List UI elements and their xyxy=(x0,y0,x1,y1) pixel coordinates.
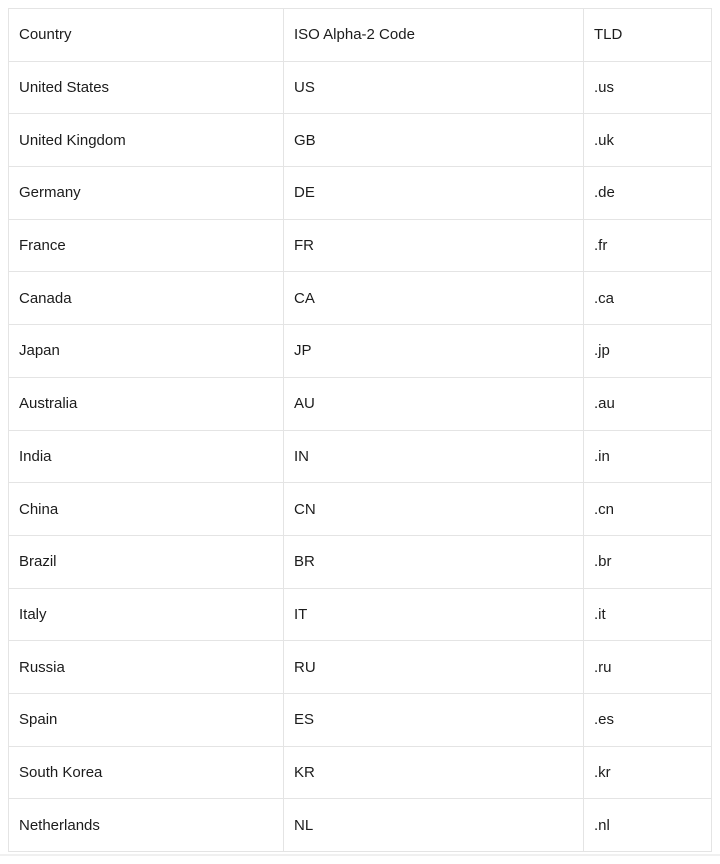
table-row: Russia RU .ru xyxy=(8,640,712,694)
country-codes-table: Country ISO Alpha-2 Code TLD United Stat… xyxy=(8,8,712,852)
cell-country: France xyxy=(8,218,284,273)
table-row: South Korea KR .kr xyxy=(8,745,712,800)
country-codes-table-container: Country ISO Alpha-2 Code TLD United Stat… xyxy=(8,8,712,852)
table-row: India IN .in xyxy=(8,429,712,484)
table-header-row: Country ISO Alpha-2 Code TLD xyxy=(8,8,712,62)
table-row: Netherlands NL .nl xyxy=(8,798,712,852)
cell-iso-code: NL xyxy=(283,798,584,852)
cell-tld: .in xyxy=(583,429,712,484)
table-row: Canada CA .ca xyxy=(8,271,712,326)
cell-tld: .ca xyxy=(583,271,712,326)
cell-country: India xyxy=(8,429,284,484)
cell-country: South Korea xyxy=(8,745,284,800)
cell-tld: .nl xyxy=(583,798,712,852)
cell-tld: .uk xyxy=(583,113,712,168)
table-row: Italy IT .it xyxy=(8,587,712,642)
cell-country: China xyxy=(8,482,284,536)
table-row: France FR .fr xyxy=(8,218,712,273)
cell-tld: .fr xyxy=(583,218,712,273)
cell-country: Russia xyxy=(8,640,284,694)
cell-tld: .de xyxy=(583,166,712,220)
table-row: United States US .us xyxy=(8,60,712,115)
cell-country: Spain xyxy=(8,692,284,747)
cell-country: Australia xyxy=(8,376,284,431)
column-header-iso-code: ISO Alpha-2 Code xyxy=(283,8,584,62)
cell-iso-code: IN xyxy=(283,429,584,484)
cell-tld: .br xyxy=(583,534,712,589)
cell-iso-code: KR xyxy=(283,745,584,800)
cell-iso-code: DE xyxy=(283,166,584,220)
cell-iso-code: ES xyxy=(283,692,584,747)
table-row: Japan JP .jp xyxy=(8,324,712,378)
cell-iso-code: US xyxy=(283,60,584,115)
cell-tld: .cn xyxy=(583,482,712,536)
table-row: Australia AU .au xyxy=(8,376,712,431)
cell-iso-code: CN xyxy=(283,482,584,536)
cell-tld: .au xyxy=(583,376,712,431)
cell-tld: .us xyxy=(583,60,712,115)
cell-country: United Kingdom xyxy=(8,113,284,168)
table-row: China CN .cn xyxy=(8,482,712,536)
cell-iso-code: CA xyxy=(283,271,584,326)
cell-iso-code: GB xyxy=(283,113,584,168)
table-row: Brazil BR .br xyxy=(8,534,712,589)
cell-iso-code: BR xyxy=(283,534,584,589)
cell-tld: .ru xyxy=(583,640,712,694)
cell-iso-code: IT xyxy=(283,587,584,642)
table-row: United Kingdom GB .uk xyxy=(8,113,712,168)
column-header-country: Country xyxy=(8,8,284,62)
cell-tld: .jp xyxy=(583,324,712,378)
cell-country: Japan xyxy=(8,324,284,378)
table-row: Spain ES .es xyxy=(8,692,712,747)
cell-country: Brazil xyxy=(8,534,284,589)
column-header-tld: TLD xyxy=(583,8,712,62)
table-row: Germany DE .de xyxy=(8,166,712,220)
cell-iso-code: RU xyxy=(283,640,584,694)
cell-tld: .es xyxy=(583,692,712,747)
cell-tld: .it xyxy=(583,587,712,642)
cell-iso-code: FR xyxy=(283,218,584,273)
bottom-divider xyxy=(0,854,720,856)
cell-iso-code: AU xyxy=(283,376,584,431)
cell-tld: .kr xyxy=(583,745,712,800)
cell-country: Germany xyxy=(8,166,284,220)
cell-country: Netherlands xyxy=(8,798,284,852)
cell-country: Italy xyxy=(8,587,284,642)
cell-country: Canada xyxy=(8,271,284,326)
cell-iso-code: JP xyxy=(283,324,584,378)
cell-country: United States xyxy=(8,60,284,115)
